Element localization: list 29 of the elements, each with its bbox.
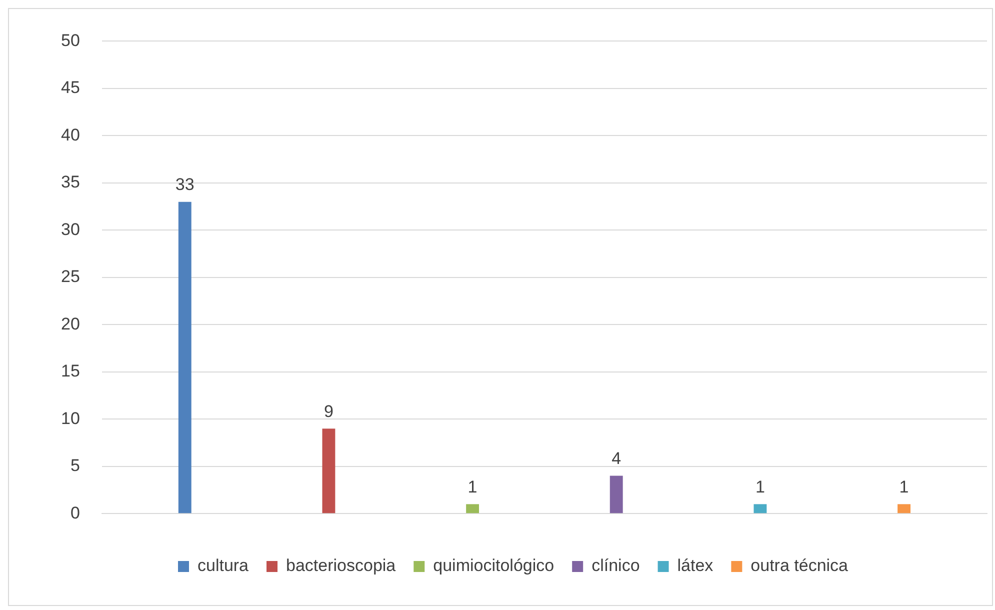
data-label: 4 (612, 448, 622, 468)
data-label: 33 (175, 175, 194, 194)
data-label: 9 (324, 402, 334, 421)
bar (466, 504, 480, 514)
legend-label: cultura (197, 556, 250, 576)
bar (754, 504, 767, 514)
legend-label: clínico (592, 556, 640, 576)
y-tick-label: 20 (60, 314, 80, 334)
bar (898, 504, 910, 514)
y-tick-label: 10 (60, 408, 80, 428)
y-tick-label: 40 (60, 125, 80, 144)
legend-label: outra técnica (750, 556, 849, 576)
data-label: 1 (899, 477, 909, 496)
y-tick-label: 35 (60, 172, 80, 192)
y-tick-label: 25 (60, 267, 80, 286)
legend-label: quimiocitológico (433, 556, 554, 576)
y-tick-label: 30 (60, 220, 80, 239)
data-label: 1 (755, 477, 765, 496)
bar (322, 428, 336, 514)
y-tick-label: 45 (60, 78, 80, 98)
y-tick-label: 15 (60, 362, 80, 381)
y-tick-label: 0 (70, 503, 80, 522)
legend-label: látex (677, 556, 714, 576)
y-tick-label: 50 (60, 30, 80, 50)
legend-label: bacterioscopia (286, 556, 396, 576)
bar (610, 476, 623, 514)
data-label: 1 (468, 477, 478, 496)
y-tick-label: 5 (70, 456, 80, 476)
bar (178, 202, 192, 514)
